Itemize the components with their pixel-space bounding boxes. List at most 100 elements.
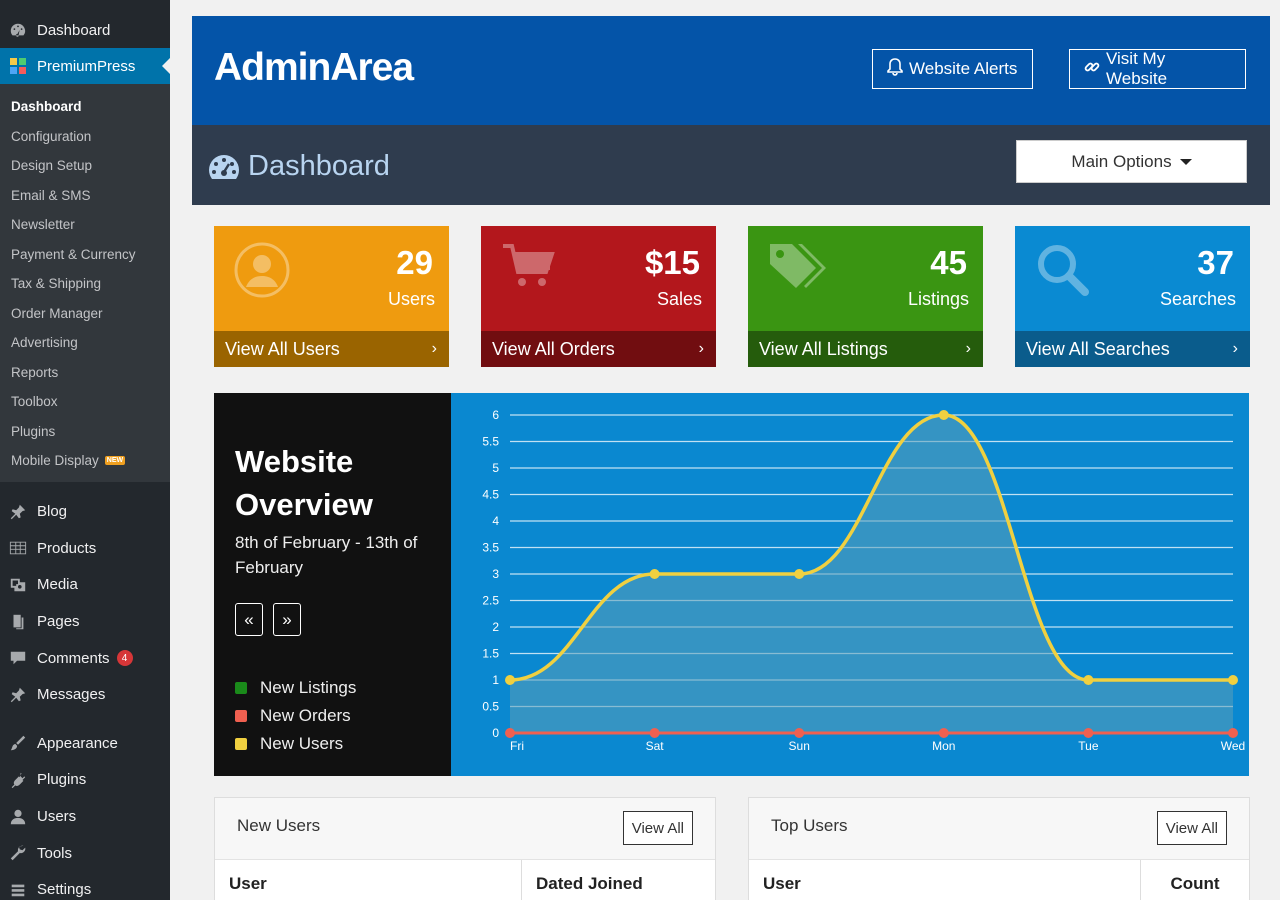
next-period-button[interactable]: » (273, 603, 301, 636)
x-tick-label: Mon (932, 739, 955, 753)
users-label: Users (387, 289, 435, 309)
sidebar-item-appearance[interactable]: Appearance (0, 725, 170, 762)
main-content: AdminArea Website Alerts Visit My Websit… (192, 16, 1270, 900)
submenu-mobile-display[interactable]: Mobile Display NEW (0, 446, 170, 476)
sidebar-item-dashboard[interactable]: Dashboard (0, 12, 170, 48)
user-icon (8, 807, 28, 827)
legend-label: New Listings (260, 678, 357, 697)
x-tick-label: Fri (510, 739, 524, 753)
column-header-user: User (215, 860, 522, 900)
table-icon (8, 538, 28, 558)
sidebar-item-premiumpress[interactable]: PremiumPress (0, 48, 170, 84)
overview-info-panel: Website Overview 8th of February - 13th … (214, 393, 451, 776)
view-all-users-link[interactable]: View All Users › (214, 331, 449, 367)
visit-website-button[interactable]: Visit My Website (1069, 49, 1246, 89)
submenu-newsletter[interactable]: Newsletter (11, 217, 75, 233)
new-badge: NEW (104, 456, 126, 466)
sidebar-item-label: Settings (37, 881, 92, 899)
stat-card-listings: 45 Listings View All Listings › (748, 226, 983, 367)
view-all-orders-label: View All Orders (492, 338, 615, 359)
stat-card-sales: $15 Sales View All Orders › (481, 226, 716, 367)
new-users-point (649, 569, 660, 579)
new-orders-point (505, 728, 515, 738)
sidebar-item-pages[interactable]: Pages (0, 603, 170, 640)
view-all-orders-link[interactable]: View All Orders › (481, 331, 716, 367)
view-all-searches-link[interactable]: View All Searches › (1015, 331, 1250, 367)
new-users-point (1228, 675, 1238, 685)
submenu-email-sms[interactable]: Email & SMS (11, 187, 91, 203)
legend-swatch (235, 682, 247, 694)
sidebar-item-label: Dashboard (37, 21, 111, 39)
dashboard-icon (208, 153, 240, 186)
new-users-point (938, 410, 949, 420)
panel-header: Top Users View All (749, 798, 1249, 860)
users-count: 29 (396, 244, 433, 281)
submenu-configuration[interactable]: Configuration (11, 128, 92, 144)
sidebar-item-label: Appearance (37, 734, 118, 752)
new-orders-point (1083, 728, 1094, 738)
listings-count: 45 (930, 244, 967, 281)
pages-icon (8, 612, 28, 632)
sidebar-item-settings[interactable]: Settings (0, 871, 170, 900)
submenu-advertising[interactable]: Advertising (11, 335, 78, 351)
bell-icon (887, 57, 903, 81)
sidebar-item-label: Users (37, 808, 77, 826)
sidebar-group-content: Blog Products Media Pages Comments 4 Mes… (0, 482, 170, 714)
sidebar-item-products[interactable]: Products (0, 530, 170, 567)
column-header-user: User (749, 860, 1141, 900)
submenu-design-setup[interactable]: Design Setup (11, 158, 93, 174)
submenu-reports[interactable]: Reports (11, 364, 59, 380)
sidebar-item-label: Messages (37, 686, 106, 704)
overview-title: Website Overview (235, 444, 373, 522)
view-all-top-users-button[interactable]: View All (1156, 811, 1227, 845)
legend-new-listings: New Listings (235, 678, 356, 698)
sidebar-item-label: Comments (37, 649, 110, 667)
submenu-tax-shipping[interactable]: Tax & Shipping (11, 276, 102, 292)
brush-icon (8, 733, 28, 753)
previous-period-button[interactable]: « (235, 603, 263, 636)
sidebar-item-blog[interactable]: Blog (0, 494, 170, 531)
sidebar-item-label: Tools (37, 844, 73, 862)
legend-label: New Users (260, 734, 344, 753)
website-alerts-button[interactable]: Website Alerts (872, 49, 1033, 89)
main-options-dropdown[interactable]: Main Options (1016, 140, 1247, 183)
comments-count-badge: 4 (116, 650, 133, 667)
sidebar-item-comments[interactable]: Comments 4 (0, 640, 170, 677)
submenu-plugins[interactable]: Plugins (11, 423, 56, 439)
listings-label: Listings (907, 289, 969, 309)
sidebar-item-label: Blog (37, 503, 68, 521)
media-icon (8, 575, 28, 595)
new-users-point (794, 569, 805, 579)
submenu-toolbox[interactable]: Toolbox (11, 394, 58, 410)
view-all-listings-link[interactable]: View All Listings › (748, 331, 983, 367)
y-tick-label: 0 (492, 726, 499, 740)
legend-swatch (235, 738, 247, 750)
submenu-label: Mobile Display (11, 453, 99, 469)
sidebar-item-users[interactable]: Users (0, 798, 170, 835)
legend-label: New Orders (260, 706, 351, 725)
y-tick-label: 2.5 (482, 594, 499, 608)
shopping-cart-icon (501, 242, 557, 297)
x-tick-label: Wed (1221, 739, 1245, 753)
x-tick-label: Sun (789, 739, 810, 753)
column-header-date-joined: Dated Joined (536, 874, 643, 893)
page-title: Dashboard (248, 150, 390, 182)
new-users-area (510, 415, 1233, 733)
dashboard-body: 29 Users View All Users › $15 Sales View… (192, 16, 1270, 900)
chart-svg: 0 0.5 1 1.5 2 2.5 3 3.5 4 4.5 5 5.5 6 Fri Sat Sun Mon Tue… (482, 408, 1245, 753)
sidebar-item-media[interactable]: Media (0, 567, 170, 604)
sidebar-item-tools[interactable]: Tools (0, 835, 170, 872)
new-users-point (505, 675, 515, 685)
sidebar-item-plugins[interactable]: Plugins (0, 762, 170, 799)
submenu-dashboard[interactable]: Dashboard (11, 99, 82, 115)
view-all-listings-label: View All Listings (759, 338, 888, 359)
submenu-payment-currency[interactable]: Payment & Currency (11, 246, 136, 262)
column-header-count: Count (1170, 874, 1220, 893)
view-all-new-users-button[interactable]: View All (622, 811, 693, 845)
settings-icon (8, 880, 28, 900)
link-icon (1084, 59, 1100, 80)
sidebar-item-messages[interactable]: Messages (0, 676, 170, 713)
legend-new-users: New Users (235, 734, 343, 754)
y-tick-label: 6 (492, 408, 499, 422)
submenu-order-manager[interactable]: Order Manager (11, 305, 103, 321)
